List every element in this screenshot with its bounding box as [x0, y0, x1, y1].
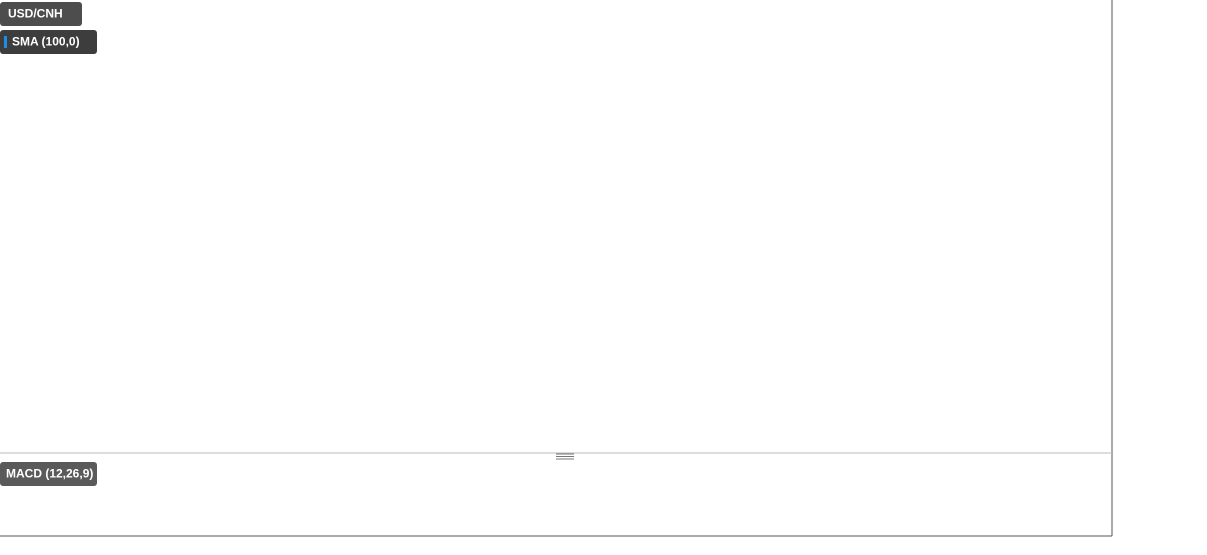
- axis-layer: [0, 0, 1113, 537]
- symbol-badge[interactable]: [0, 2, 82, 26]
- sma-swatch: [4, 36, 7, 48]
- legend-layer: USD/CNH SMA (100,0) MACD (12,26,9): [0, 2, 97, 486]
- sma-legend-label: SMA (100,0): [12, 35, 80, 49]
- symbol-label: USD/CNH: [8, 7, 63, 21]
- resize-handle[interactable]: [556, 453, 574, 460]
- sma-badge[interactable]: [0, 30, 97, 54]
- macd-legend-label: MACD (12,26,9): [6, 467, 93, 481]
- macd-badge[interactable]: [0, 462, 97, 486]
